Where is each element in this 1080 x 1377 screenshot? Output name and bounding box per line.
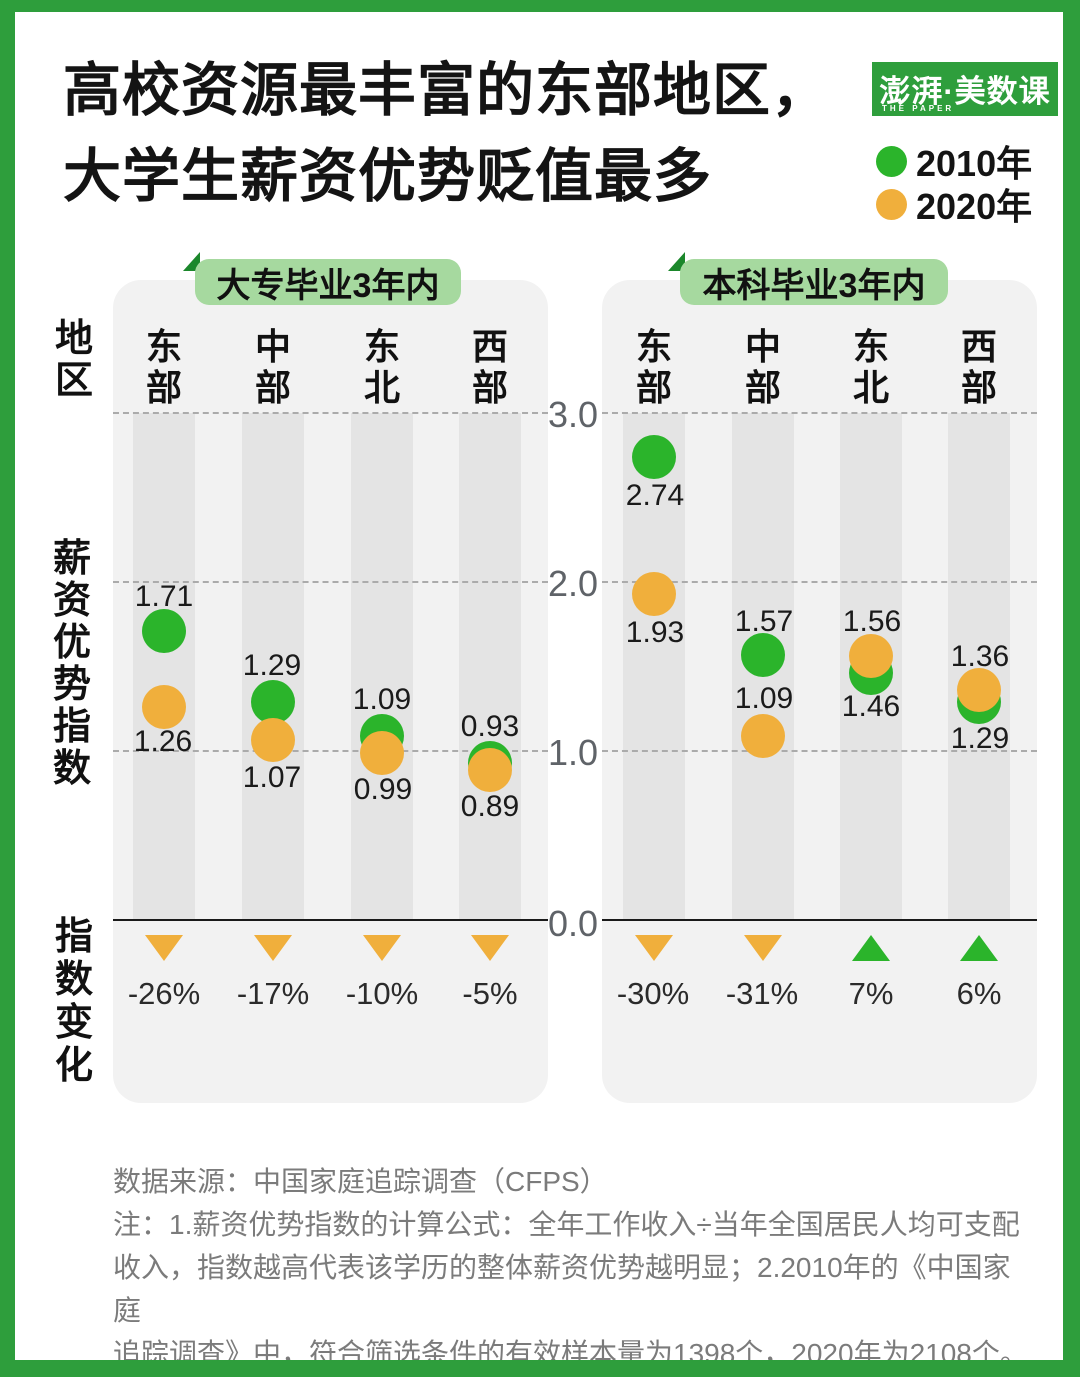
value-label-2020: 1.36 — [950, 640, 1010, 673]
value-label-2020: 1.93 — [625, 616, 685, 649]
note-line-1: 注：1.薪资优势指数的计算公式：全年工作收入÷当年全国居民人均可支配 — [113, 1209, 1020, 1240]
triangle-down-icon — [744, 935, 782, 961]
value-label-2010: 1.57 — [734, 605, 794, 638]
value-label-2020: 1.56 — [842, 605, 902, 638]
y-tick-3.0: 3.0 — [547, 394, 599, 435]
dot-2010 — [251, 680, 295, 724]
dot-2010 — [632, 435, 676, 479]
y-tick-0.0: 0.0 — [547, 903, 599, 944]
gridline-2.0 — [113, 581, 548, 583]
y-tick-2.0: 2.0 — [547, 563, 599, 604]
column-band — [623, 413, 685, 920]
value-label-2010: 2.74 — [625, 479, 685, 512]
dot-2020 — [741, 714, 785, 758]
category-central: 中部 — [744, 326, 781, 408]
gridline-1.0 — [113, 750, 548, 752]
column-band — [459, 413, 521, 920]
category-northeast: 东北 — [363, 326, 400, 408]
category-east: 东部 — [145, 326, 182, 408]
change-label: -31% — [725, 976, 799, 1011]
change-label: -30% — [616, 976, 690, 1011]
row-label-change: 指数变化 — [54, 916, 93, 1087]
category-west: 西部 — [960, 326, 997, 408]
column-band — [133, 413, 195, 920]
change-label: -26% — [127, 976, 201, 1011]
panel-title-bachelor: 本科毕业3年内 — [680, 259, 948, 305]
triangle-down-icon — [363, 935, 401, 961]
dot-2020 — [360, 731, 404, 775]
category-east: 东部 — [635, 326, 672, 408]
dot-2010 — [741, 633, 785, 677]
legend-dot-2010-icon — [876, 145, 907, 177]
value-label-2020: 0.89 — [460, 790, 520, 823]
gridline-3.0 — [602, 412, 1037, 414]
baseline-0.0 — [113, 919, 548, 921]
footer-notes: 数据来源：中国家庭追踪调查（CFPS） 注：1.薪资优势指数的计算公式：全年工作… — [113, 1160, 1033, 1375]
thepaper-logo: 澎湃·美数课 THE PAPER — [872, 62, 1058, 116]
change-label: 7% — [848, 976, 894, 1011]
dot-2020 — [849, 634, 893, 678]
row-label-index: 薪资优势指数 — [52, 538, 91, 790]
value-label-2010: 1.29 — [950, 722, 1010, 755]
legend-label-2020: 2020年 — [916, 186, 1033, 227]
legend-item-2010: 2010年 — [876, 143, 1032, 184]
panel-title-associate: 大专毕业3年内 — [195, 259, 461, 305]
dot-2020 — [468, 748, 512, 792]
value-label-2010: 1.71 — [134, 580, 194, 613]
change-label: -10% — [345, 976, 419, 1011]
page-title: 高校资源最丰富的东部地区， 大学生薪资优势贬值最多 — [63, 48, 863, 220]
note-line-2: 收入，指数越高代表该学历的整体薪资优势越明显；2.2010年的《中国家庭 — [113, 1252, 1011, 1326]
note-line-3: 追踪调查》中，符合筛选条件的有效样本量为1398个，2020年为2108个。 — [113, 1338, 1028, 1369]
value-label-2010: 0.93 — [460, 710, 520, 743]
logo-text: 澎湃·美数课 — [879, 74, 1051, 109]
triangle-up-icon — [960, 935, 998, 961]
title-line-1: 高校资源最丰富的东部地区， — [63, 58, 831, 123]
value-label-2020: 0.99 — [353, 773, 413, 806]
title-line-2: 大学生薪资优势贬值最多 — [63, 144, 713, 209]
dot-2020 — [957, 668, 1001, 712]
legend-label-2010: 2010年 — [916, 143, 1033, 184]
y-tick-1.0: 1.0 — [547, 732, 599, 773]
dot-2010 — [142, 609, 186, 653]
category-central: 中部 — [254, 326, 291, 408]
dot-2020 — [632, 572, 676, 616]
change-label: 6% — [956, 976, 1002, 1011]
logo-subtext: THE PAPER — [882, 104, 955, 113]
change-label: -17% — [236, 976, 310, 1011]
triangle-down-icon — [254, 935, 292, 961]
legend-dot-2020-icon — [876, 188, 907, 220]
triangle-down-icon — [471, 935, 509, 961]
value-label-2020: 1.26 — [133, 725, 193, 758]
triangle-up-icon — [852, 935, 890, 961]
triangle-down-icon — [145, 935, 183, 961]
column-band — [351, 413, 413, 920]
value-label-2010: 1.09 — [352, 683, 412, 716]
column-band — [242, 413, 304, 920]
triangle-down-icon — [635, 935, 673, 961]
category-northeast: 东北 — [852, 326, 889, 408]
data-source-line: 数据来源：中国家庭追踪调查（CFPS） — [113, 1166, 608, 1197]
legend-item-2020: 2020年 — [876, 186, 1032, 227]
gridline-1.0 — [602, 750, 1037, 752]
value-label-2020: 1.07 — [242, 761, 302, 794]
row-label-region: 地区 — [54, 318, 93, 402]
category-west: 西部 — [471, 326, 508, 408]
value-label-2010: 1.46 — [841, 690, 901, 723]
gridline-2.0 — [602, 581, 1037, 583]
gridline-3.0 — [113, 412, 548, 414]
dot-2020 — [142, 685, 186, 729]
dot-2020 — [251, 718, 295, 762]
column-band — [948, 413, 1010, 920]
baseline-0.0 — [602, 919, 1037, 921]
change-label: -5% — [462, 976, 518, 1011]
value-label-2020: 1.09 — [734, 682, 794, 715]
value-label-2010: 1.29 — [242, 649, 302, 682]
